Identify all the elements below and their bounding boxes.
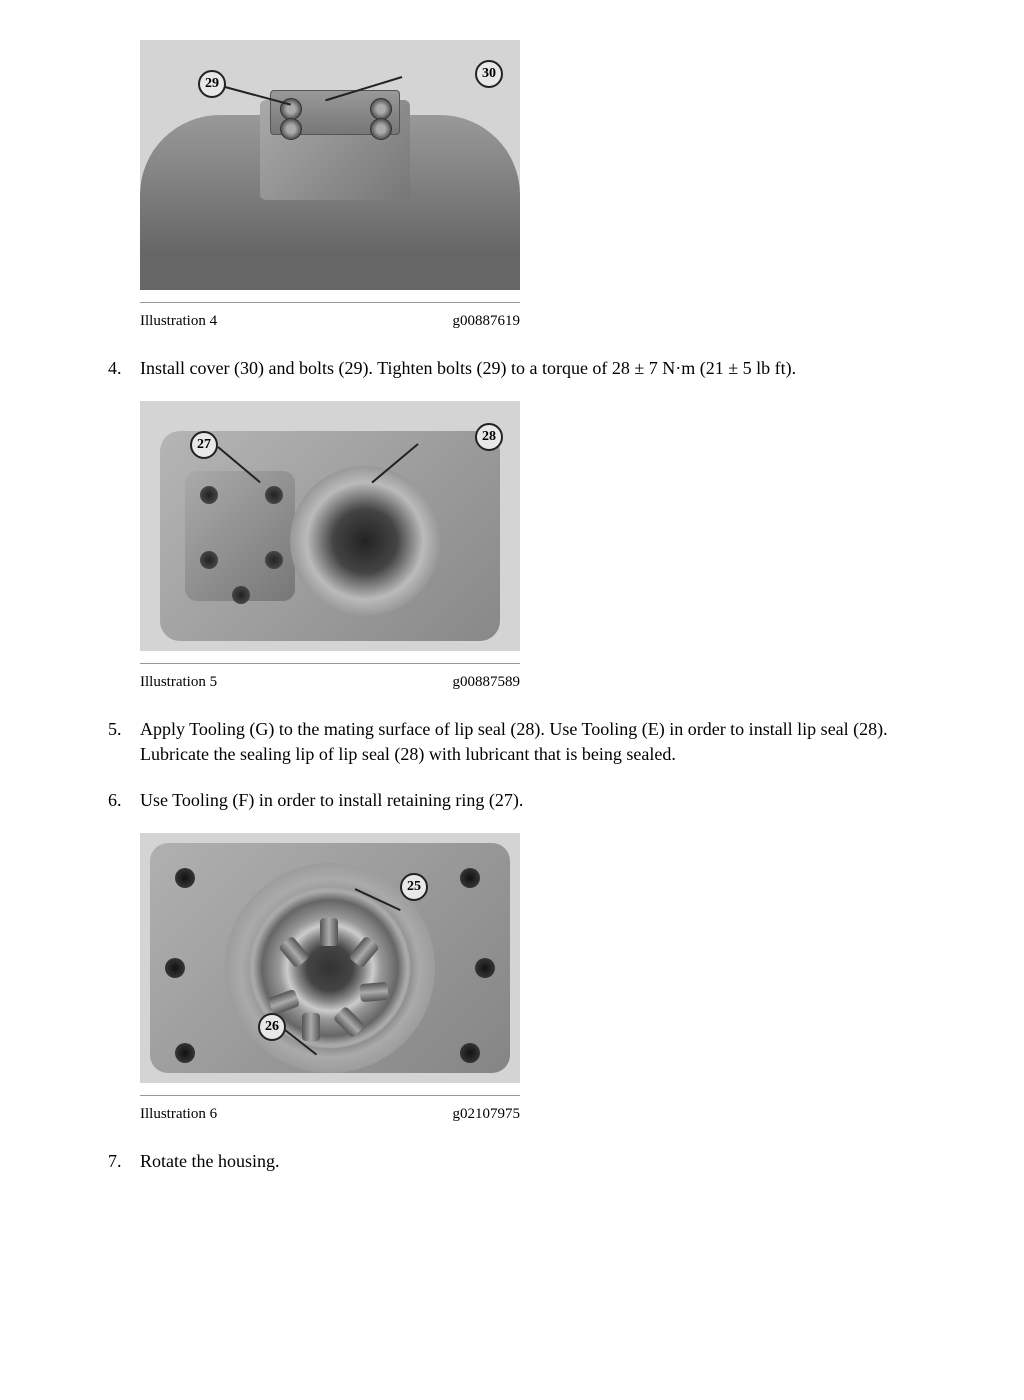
figure-6-caption: Illustration 6 g02107975: [140, 1104, 520, 1125]
figure-block-6: 25 26 Illustration 6 g02107975: [140, 833, 924, 1125]
callout-28: 28: [475, 423, 503, 451]
step-7: Rotate the housing.: [100, 1149, 924, 1174]
illustration-6-label: Illustration 6: [140, 1104, 217, 1125]
callout-30: 30: [475, 60, 503, 88]
step-4: Install cover (30) and bolts (29). Tight…: [100, 356, 924, 381]
callout-27: 27: [190, 431, 218, 459]
callout-29: 29: [198, 70, 226, 98]
figure-block-5: 27 28 Illustration 5 g00887589: [140, 401, 924, 693]
figure-4-caption: Illustration 4 g00887619: [140, 311, 520, 332]
illustration-5-image: 27 28: [140, 401, 520, 651]
illustration-6-code: g02107975: [453, 1104, 521, 1125]
illustration-4-image: 29 30: [140, 40, 520, 290]
callout-25: 25: [400, 873, 428, 901]
figure-5-caption: Illustration 5 g00887589: [140, 672, 520, 693]
step-5: Apply Tooling (G) to the mating surface …: [100, 717, 924, 767]
illustration-4-label: Illustration 4: [140, 311, 217, 332]
illustration-6-image: 25 26: [140, 833, 520, 1083]
step-6: Use Tooling (F) in order to install reta…: [100, 788, 924, 813]
callout-26: 26: [258, 1013, 286, 1041]
illustration-5-label: Illustration 5: [140, 672, 217, 693]
illustration-5-code: g00887589: [453, 672, 521, 693]
illustration-4-code: g00887619: [453, 311, 521, 332]
figure-block-4: 29 30 Illustration 4 g00887619: [140, 40, 924, 332]
